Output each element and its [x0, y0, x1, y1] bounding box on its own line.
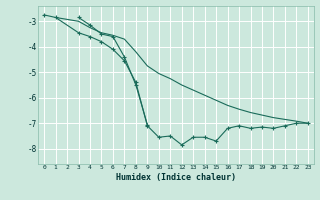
X-axis label: Humidex (Indice chaleur): Humidex (Indice chaleur)	[116, 173, 236, 182]
